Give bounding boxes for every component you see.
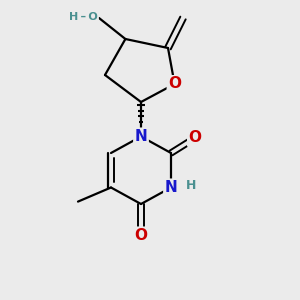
Text: O: O xyxy=(134,228,148,243)
Text: O: O xyxy=(188,130,202,146)
Text: N: N xyxy=(165,180,177,195)
Text: H: H xyxy=(186,178,197,192)
Text: H – O: H – O xyxy=(69,11,98,22)
Text: O: O xyxy=(168,76,181,92)
Text: N: N xyxy=(135,129,147,144)
